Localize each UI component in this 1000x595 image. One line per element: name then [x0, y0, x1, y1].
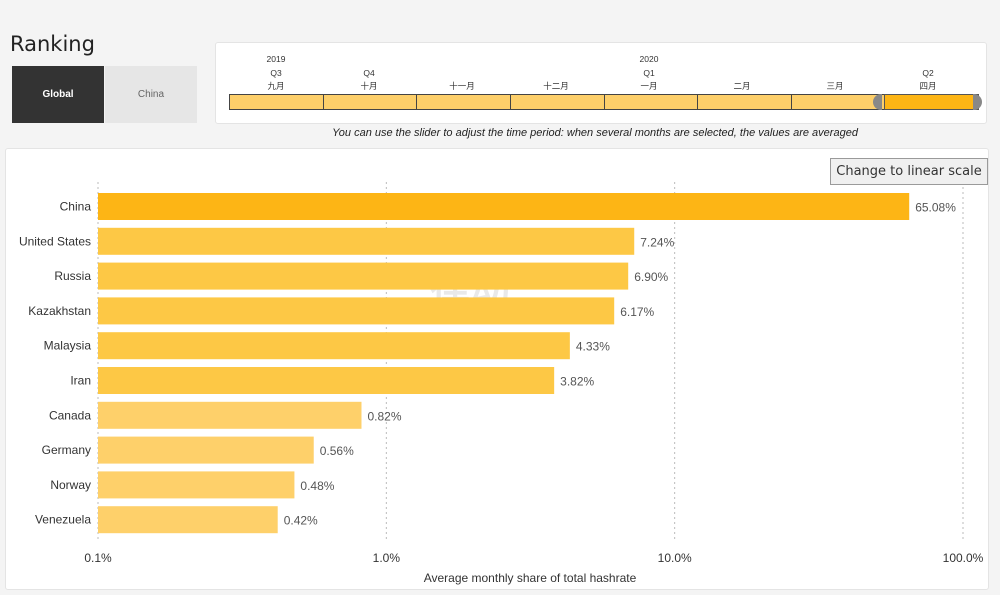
bar-united-states[interactable]: [98, 227, 635, 255]
month-label: 十二月: [543, 81, 569, 91]
category-label: Canada: [49, 408, 91, 422]
value-label: 7.24%: [640, 235, 674, 249]
bar-kazakhstan[interactable]: [98, 297, 615, 325]
category-label: Iran: [70, 374, 91, 388]
slider-handle-right[interactable]: [973, 94, 982, 110]
month-label: 二月: [733, 81, 751, 91]
tab-global[interactable]: Global: [12, 66, 104, 123]
category-label: Venezuela: [35, 513, 91, 527]
bar-china[interactable]: [98, 193, 910, 220]
x-tick-label: 0.1%: [84, 551, 112, 565]
month-segment[interactable]: [697, 94, 791, 110]
value-label: 0.48%: [300, 479, 334, 493]
value-label: 4.33%: [576, 340, 610, 354]
linear-scale-button[interactable]: Change to linear scale: [830, 158, 988, 185]
month-label: 十一月: [449, 81, 475, 91]
month-segment[interactable]: [790, 94, 885, 110]
category-label: China: [60, 200, 92, 214]
x-tick-label: 10.0%: [658, 551, 692, 565]
month-label: 十月: [360, 81, 378, 91]
bar-germany[interactable]: [98, 436, 314, 464]
value-label: 0.56%: [320, 444, 354, 458]
value-label: 0.82%: [367, 409, 401, 423]
quarter-label: Q4: [363, 68, 375, 78]
category-label: Germany: [42, 443, 91, 457]
category-label: United States: [19, 234, 91, 248]
slider-track[interactable]: [229, 94, 979, 110]
year-label-2019: 2019: [266, 54, 286, 64]
bar-russia[interactable]: [98, 262, 629, 290]
value-label: 0.42%: [284, 514, 318, 528]
bar-venezuela[interactable]: [98, 506, 278, 534]
bar-iran[interactable]: [98, 367, 555, 394]
month-label: 三月: [826, 81, 844, 91]
year-label-2020: 2020: [639, 54, 659, 64]
quarter-label: Q1: [643, 68, 655, 78]
value-label: 6.17%: [620, 305, 654, 319]
slider-note: You can use the slider to adjust the tim…: [332, 127, 858, 139]
bar-malaysia[interactable]: [98, 332, 570, 360]
month-segment[interactable]: [603, 94, 698, 110]
month-segment[interactable]: [322, 94, 417, 110]
bar-norway[interactable]: [98, 471, 295, 499]
month-segment[interactable]: [416, 94, 510, 110]
value-label: 3.82%: [560, 375, 594, 389]
category-label: Russia: [54, 269, 91, 283]
tab-china[interactable]: China: [105, 66, 197, 123]
month-segment[interactable]: [229, 94, 323, 110]
category-label: Malaysia: [44, 339, 92, 353]
month-label: 四月: [919, 81, 937, 91]
x-tick-label: 1.0%: [373, 551, 401, 565]
month-label: 九月: [267, 81, 285, 91]
category-label: Norway: [50, 478, 91, 492]
bar-canada[interactable]: [98, 401, 362, 429]
quarter-label: Q2: [922, 68, 934, 78]
x-tick-label: 100.0%: [943, 551, 984, 565]
quarter-label: Q3: [270, 68, 282, 78]
value-label: 6.90%: [634, 270, 668, 284]
x-axis-title: Average monthly share of total hashrate: [424, 571, 637, 585]
month-segment[interactable]: [509, 94, 604, 110]
slider-handle-left[interactable]: [873, 94, 882, 110]
value-label: 65.08%: [915, 201, 956, 215]
page-title: Ranking: [10, 32, 95, 56]
month-label: 一月: [640, 81, 658, 91]
time-period-slider: 2019 2020 Q3 Q4 Q1 Q2 九月 十月 十一月 十二月 一月 二…: [215, 42, 987, 124]
category-label: Kazakhstan: [28, 304, 91, 318]
